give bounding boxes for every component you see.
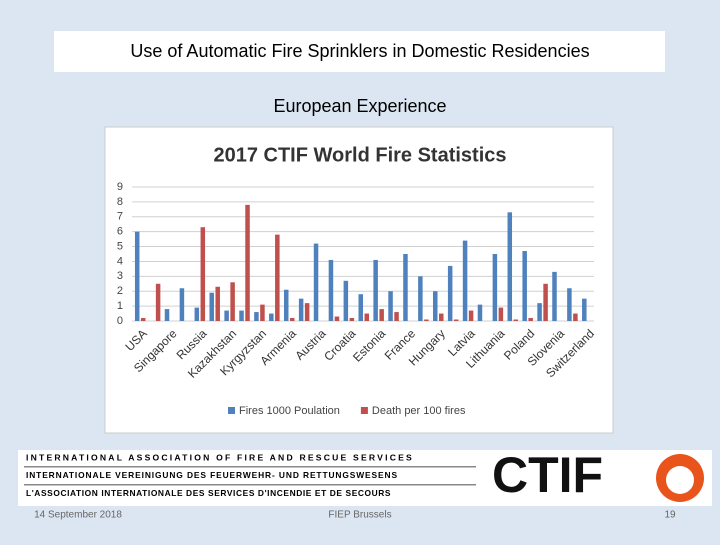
y-tick-label: 8	[117, 196, 123, 208]
logo-flame-inner	[666, 466, 694, 494]
bar	[260, 304, 265, 321]
bar	[573, 313, 578, 321]
bar	[477, 304, 483, 321]
banner	[18, 450, 712, 506]
bar	[379, 309, 384, 321]
bar	[439, 313, 444, 321]
bar	[567, 288, 572, 321]
footer-page: 19	[664, 510, 676, 521]
bar	[349, 318, 355, 321]
bar	[582, 298, 587, 321]
logo-text: CTIF	[492, 447, 603, 503]
slide-subtitle: European Experience	[273, 96, 446, 116]
bar	[209, 292, 214, 321]
bar	[513, 319, 519, 321]
chart-title: 2017 CTIF World Fire Statistics	[213, 144, 506, 166]
bar	[200, 227, 206, 321]
bar	[343, 280, 349, 321]
legend-label: Death per 100 fires	[372, 405, 466, 417]
bar	[275, 234, 280, 321]
footer-date: 14 September 2018	[34, 510, 122, 521]
bar	[537, 303, 542, 321]
y-tick-label: 9	[117, 181, 123, 193]
bar	[289, 318, 295, 321]
bar	[418, 276, 423, 321]
bar	[334, 316, 340, 321]
bar	[239, 310, 244, 321]
bar	[313, 243, 319, 321]
bar	[492, 254, 498, 321]
bar	[543, 283, 548, 321]
bar	[447, 265, 453, 321]
bar	[373, 259, 378, 321]
bar	[155, 283, 161, 321]
bar	[194, 307, 200, 321]
bar	[358, 294, 363, 321]
bar	[245, 204, 250, 321]
banner-line: INTERNATIONAL ASSOCIATION OF FIRE AND RE…	[26, 452, 414, 462]
bar	[140, 318, 146, 321]
bar	[528, 318, 533, 321]
bar	[224, 310, 229, 321]
slide-title: Use of Automatic Fire Sprinklers in Dome…	[130, 41, 589, 61]
banner-rule	[24, 484, 476, 486]
y-tick-label: 6	[117, 226, 123, 238]
bar	[230, 282, 235, 321]
legend-swatch	[228, 407, 235, 414]
bar	[164, 309, 170, 321]
bar	[388, 291, 393, 321]
bar	[179, 288, 185, 321]
legend-swatch	[360, 407, 368, 414]
bar	[424, 319, 429, 321]
banner-rule	[24, 466, 476, 468]
banner-line: INTERNATIONALE VEREINIGUNG DES FEUERWEHR…	[26, 470, 398, 480]
bar	[403, 254, 408, 321]
y-tick-label: 2	[117, 285, 123, 297]
chart-box	[104, 126, 614, 434]
bar	[433, 291, 438, 321]
y-tick-label: 7	[117, 211, 123, 223]
bar	[328, 259, 334, 321]
bar	[498, 307, 504, 321]
bar	[283, 289, 289, 321]
y-tick-label: 5	[117, 240, 123, 252]
legend-label: Fires 1000 Poulation	[239, 405, 340, 417]
bar	[364, 313, 369, 321]
bar	[134, 231, 140, 321]
bar	[522, 251, 527, 321]
bar	[453, 319, 459, 321]
bar	[298, 298, 304, 321]
bar	[254, 312, 259, 321]
bar	[462, 240, 468, 321]
bar	[215, 286, 220, 321]
bar	[394, 312, 399, 321]
bar	[468, 310, 474, 321]
title-box	[54, 31, 665, 72]
y-tick-label: 4	[117, 255, 123, 267]
bar	[507, 212, 513, 321]
y-tick-label: 3	[117, 270, 123, 282]
y-tick-label: 0	[117, 315, 123, 327]
y-tick-label: 1	[117, 300, 123, 312]
bar	[552, 271, 557, 321]
bar	[269, 313, 274, 321]
footer-place: FIEP Brussels	[328, 510, 391, 521]
bar	[304, 303, 310, 321]
banner-line: L'ASSOCIATION INTERNATIONALE DES SERVICE…	[26, 488, 391, 498]
